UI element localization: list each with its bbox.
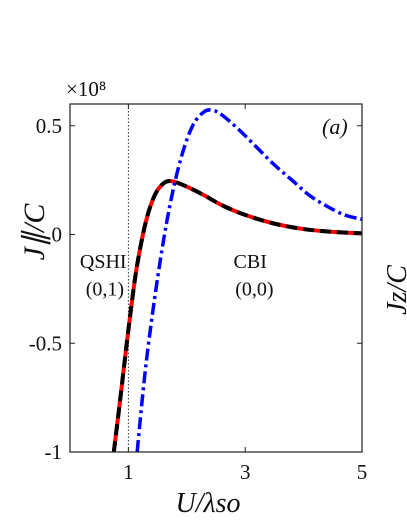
y-tick-label: 0 xyxy=(52,223,63,247)
series-line-2 xyxy=(111,178,362,452)
series-line-3 xyxy=(135,108,362,452)
series-line-1 xyxy=(111,178,362,452)
multiplier-label: ×10⁸ xyxy=(66,77,106,101)
y-tick-label: -0.5 xyxy=(29,331,62,355)
x-axis-label: U/λso xyxy=(175,488,240,519)
x-tick-label: 3 xyxy=(240,460,251,484)
panel-label: (a) xyxy=(322,114,348,139)
x-tick-label: 5 xyxy=(357,460,368,484)
y-tick-label: 0.5 xyxy=(36,114,62,138)
region-annotation: CBI xyxy=(234,251,267,273)
region-annotation: (0,0) xyxy=(235,278,273,300)
y-tick-label: -1 xyxy=(45,440,63,464)
x-tick-label: 1 xyxy=(123,460,134,484)
right-axis-label: Jz/C xyxy=(382,265,407,315)
y-axis-label: J∥/C xyxy=(18,203,51,261)
axes-frame xyxy=(69,103,363,453)
region-annotation: QSHI xyxy=(80,251,127,273)
region-annotation: (0,1) xyxy=(86,278,124,300)
